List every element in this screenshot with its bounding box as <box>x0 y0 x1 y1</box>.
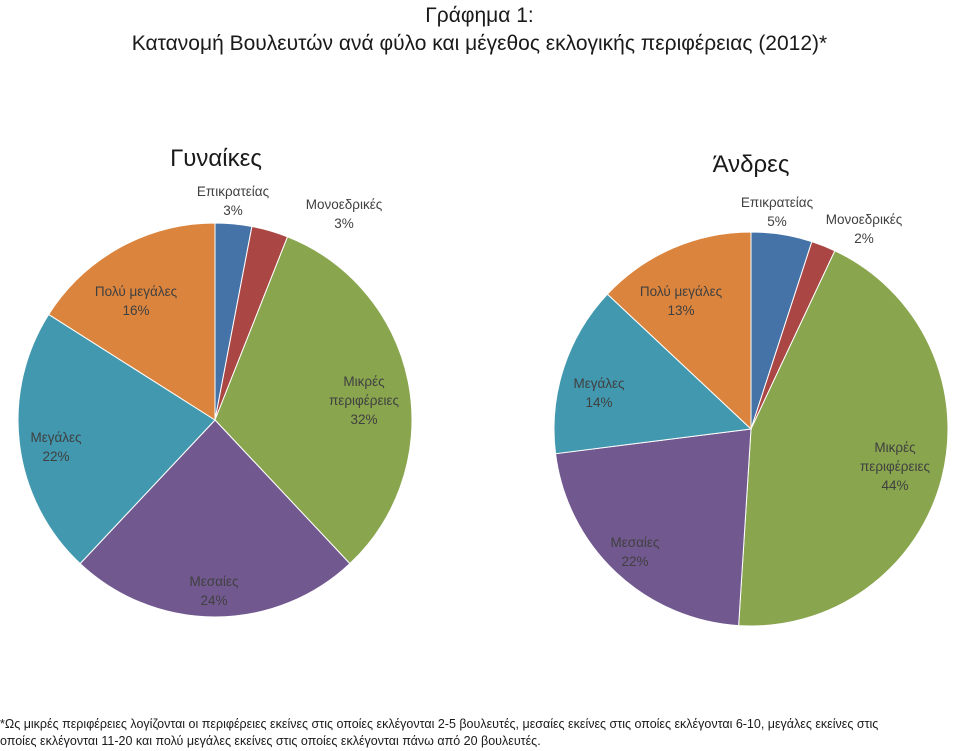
pie-title-men: Άνδρες <box>713 151 790 178</box>
pie-slice-mesaies <box>554 428 752 627</box>
slice-label-megales: Μεγάλες 22% <box>30 430 82 464</box>
slice-label-epikrateias: Επικρατείας 5% <box>741 195 814 229</box>
slice-label-poly-megales: Πολύ μεγάλες 16% <box>95 284 178 318</box>
pie-slice-poly-megales <box>47 222 216 421</box>
pie-slice-megales <box>553 293 753 455</box>
pie-chart-women: Επικρατείας 3% Μονοεδρικές 3% Μικρές περιφέρε… <box>17 145 413 618</box>
pie-slice-mikres <box>214 236 413 565</box>
pie-slice-megales <box>17 313 216 565</box>
pie-slice-mesaies <box>79 419 351 618</box>
slice-label-mesaies: Μεσαίες 22% <box>611 535 660 569</box>
slice-label-mikres: Μικρές περιφέρειες 32% <box>329 374 399 427</box>
pie-chart-men: Επικρατείας 5% Μονοεδρικές 2% Μικρές περιφέρε… <box>553 151 949 627</box>
slice-label-mikres: Μικρές περιφέρειες 44% <box>860 440 930 493</box>
footnote: *Ως μικρές περιφέρειες λογίζονται οι περ… <box>0 716 959 750</box>
pie-slice-mikres <box>738 250 949 627</box>
chart-title: Γράφημα 1: Κατανομή Βουλευτών ανά φύλο κ… <box>0 2 959 58</box>
slice-label-mesaies: Μεσαίες 24% <box>190 574 239 608</box>
chart-title-line-1: Γράφημα 1: <box>425 4 534 27</box>
footnote-line-2: οποίες εκλέγονται 11-20 και πολύ μεγάλες… <box>0 734 541 748</box>
footnote-line-1: *Ως μικρές περιφέρειες λογίζονται οι περ… <box>0 717 879 731</box>
slice-label-epikrateias: Επικρατείας 3% <box>197 184 270 218</box>
pie-slice-poly-megales <box>606 231 752 431</box>
pie-title-women: Γυναίκες <box>170 145 262 172</box>
slice-label-megales: Μεγάλες 14% <box>573 376 625 410</box>
slice-label-monoedrikes: Μονοεδρικές 3% <box>306 197 383 231</box>
chart-title-line-2: Κατανομή Βουλευτών ανά φύλο και μέγεθος … <box>131 32 828 55</box>
slice-label-monoedrikes: Μονοεδρικές 2% <box>826 212 903 246</box>
slice-label-poly-megales: Πολύ μεγάλες 13% <box>640 284 723 318</box>
